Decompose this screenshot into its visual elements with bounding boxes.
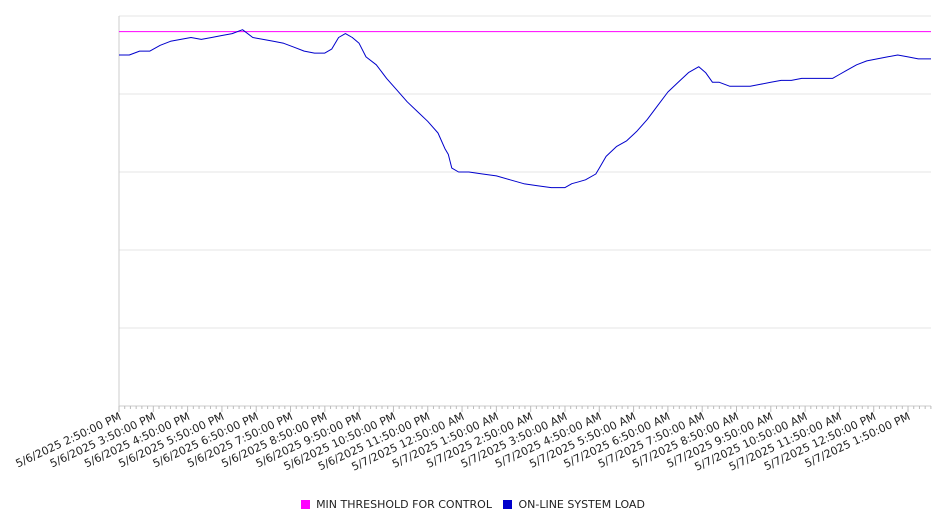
plot-background xyxy=(119,16,931,406)
x-axis-tick-labels: 5/6/2025 2:50:00 PM5/6/2025 3:50:00 PM5/… xyxy=(14,410,913,474)
series-line-system-load xyxy=(119,29,931,189)
legend-swatch-min-threshold xyxy=(301,500,311,509)
legend-item-min-threshold: MIN THRESHOLD FOR CONTROL xyxy=(301,498,492,511)
chart-legend: MIN THRESHOLD FOR CONTROL ON-LINE SYSTEM… xyxy=(0,498,946,512)
legend-label-system-load: ON-LINE SYSTEM LOAD xyxy=(518,498,645,511)
x-axis-ticks xyxy=(118,406,932,412)
series-layer xyxy=(119,29,931,189)
legend-label-min-threshold: MIN THRESHOLD FOR CONTROL xyxy=(316,498,492,511)
legend-item-system-load: ON-LINE SYSTEM LOAD xyxy=(503,498,645,511)
legend-swatch-system-load xyxy=(503,500,513,509)
line-chart: 5/6/2025 2:50:00 PM5/6/2025 3:50:00 PM5/… xyxy=(14,15,932,474)
plot-area xyxy=(118,15,932,412)
